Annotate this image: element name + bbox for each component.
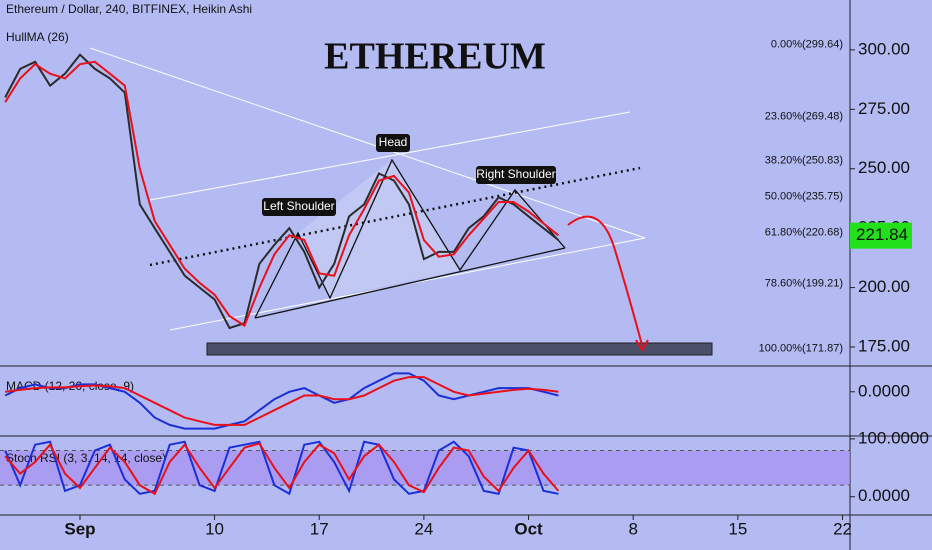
fib-label: 0.00%(299.64) bbox=[771, 39, 843, 51]
label-box bbox=[476, 166, 556, 184]
y-tick-label: 250.00 bbox=[858, 158, 910, 177]
fib-label: 78.60%(199.21) bbox=[765, 277, 843, 289]
fib-label: 61.80%(220.68) bbox=[765, 226, 843, 238]
y-tick-label: 0.0000 bbox=[858, 486, 910, 505]
support-zone bbox=[206, 342, 713, 356]
x-tick-label: 17 bbox=[310, 519, 329, 538]
trendline bbox=[89, 47, 646, 239]
last-price-box bbox=[850, 222, 912, 249]
annotation: Left Shoulder bbox=[263, 199, 334, 213]
x-tick-label: 24 bbox=[414, 519, 433, 538]
pattern bbox=[254, 158, 566, 319]
series-line bbox=[4, 60, 560, 328]
x-tick-label: 8 bbox=[628, 519, 637, 538]
y-tick-label: 200.00 bbox=[858, 277, 910, 296]
x-tick-label: Sep bbox=[64, 519, 95, 538]
series-line bbox=[4, 442, 560, 496]
x-tick-label: 10 bbox=[205, 519, 224, 538]
fib-label: 50.00%(235.75) bbox=[765, 191, 843, 203]
y-tick-label: 275.00 bbox=[858, 99, 910, 118]
legend-entry: HullMA (26) bbox=[6, 30, 69, 44]
annotation: Right Shoulder bbox=[476, 167, 555, 181]
y-tick-label: 100.0000 bbox=[858, 428, 929, 447]
fib-label: 23.60%(269.48) bbox=[765, 110, 843, 122]
chart-title: ETHEREUM bbox=[324, 36, 546, 78]
series-line bbox=[5, 376, 559, 426]
band-fill bbox=[0, 450, 850, 486]
subtitle: Ethereum / Dollar, 240, BITFINEX, Heikin… bbox=[6, 2, 252, 16]
x-tick-label: 22 bbox=[833, 519, 852, 538]
annotation: Head bbox=[379, 135, 408, 149]
y-tick-label: 175.00 bbox=[858, 336, 910, 355]
x-tick-label: 15 bbox=[728, 519, 747, 538]
projection-arrow bbox=[635, 339, 649, 352]
series-line bbox=[4, 53, 560, 330]
x-tick-label: Oct bbox=[514, 519, 543, 538]
channel-line bbox=[149, 111, 631, 201]
pattern-fill bbox=[298, 160, 565, 298]
panel-title: Stoch RSI (3, 3, 14, 14, close) bbox=[6, 451, 166, 465]
fib-label: 100.00%(171.87) bbox=[759, 342, 843, 354]
series-line bbox=[4, 440, 559, 496]
fib-label: 38.20%(250.83) bbox=[765, 155, 843, 167]
last-price-label: 221.84 bbox=[856, 225, 908, 244]
label-box bbox=[262, 198, 336, 216]
pattern-base bbox=[254, 247, 566, 319]
y-tick-label: 300.00 bbox=[858, 39, 910, 58]
projection bbox=[567, 215, 643, 346]
label-box bbox=[376, 134, 410, 152]
y-tick-label: 0.0000 bbox=[858, 381, 910, 400]
